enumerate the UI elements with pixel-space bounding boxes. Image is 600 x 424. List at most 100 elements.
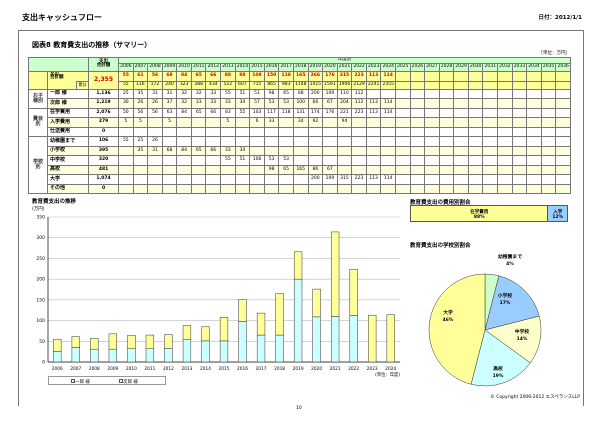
row-value: [234, 136, 251, 147]
row-value: 174: [307, 107, 324, 118]
bar-ichiro: [164, 348, 173, 363]
row-value: [365, 126, 382, 137]
row-value: 50: [118, 107, 134, 118]
row-total: 2,076: [88, 107, 120, 118]
row-value: [497, 183, 513, 194]
row-value: 109: [322, 88, 338, 99]
cumulative-value: [467, 80, 484, 90]
row-value: 35: [132, 88, 149, 99]
row-total: 1,074: [88, 174, 120, 185]
row-value: [365, 88, 382, 99]
row-value: [424, 155, 440, 166]
row-value: [467, 174, 484, 185]
row-value: [555, 107, 571, 118]
row-value: 100: [292, 98, 309, 109]
row-value: [409, 174, 426, 185]
x-tick-label: 2009: [107, 366, 118, 372]
row-value: [555, 88, 571, 99]
bar-jiro: [90, 338, 99, 350]
yearly-total: 55: [118, 70, 134, 82]
row-value: 5: [161, 117, 178, 128]
row-value: 5: [132, 117, 149, 128]
x-tick-label: 2015: [219, 366, 230, 372]
cumulative-value: 522: [220, 80, 236, 90]
yearly-total: 84: [176, 70, 192, 82]
row-value: [526, 88, 542, 99]
row-value: [526, 145, 542, 156]
row-value: [526, 117, 542, 128]
pie-label: 小学校: [497, 292, 513, 299]
yearly-total: 66: [205, 70, 222, 82]
year-header: 2009: [161, 62, 178, 72]
year-header: 2027: [424, 62, 440, 72]
pie-label: 高校: [493, 365, 503, 372]
row-value: [555, 126, 571, 137]
row-value: [190, 117, 207, 128]
row-value: 33: [220, 98, 236, 109]
row-value: [380, 183, 396, 194]
x-tick-label: 2008: [89, 366, 100, 372]
bar-jiro: [349, 268, 358, 316]
row-value: 94: [336, 117, 353, 128]
row-value: [409, 126, 426, 137]
legend-ichiro-label: 一郎 様: [75, 379, 90, 385]
row-value: [249, 174, 265, 185]
row-total: 481: [88, 164, 120, 175]
yearly-total: [482, 70, 499, 82]
cumulative-value: [453, 80, 469, 90]
pie-value: 19%: [493, 373, 504, 379]
row-value: [365, 155, 382, 166]
row-value: [147, 126, 163, 137]
year-header: 2023: [365, 62, 382, 72]
cumulative-value: 983: [278, 80, 294, 90]
row-value: [424, 174, 440, 185]
bar-jiro: [201, 326, 210, 342]
row-value: [497, 88, 513, 99]
row-value: 5: [220, 117, 236, 128]
yearly-total: 266: [307, 70, 324, 82]
bar-jiro: [275, 293, 284, 336]
row-value: [409, 183, 426, 194]
row-value: 68: [292, 88, 309, 99]
row-value: [220, 136, 236, 147]
yearly-total: 88: [220, 70, 236, 82]
row-value: 65: [278, 88, 294, 99]
bar-chart-trend: 教育費支出の推移(万円) 0 50 100 150 200 250 300 350 2006 200…: [31, 197, 400, 378]
row-value: [540, 145, 557, 156]
row-label: 小学校: [46, 145, 90, 156]
yearly-total: [511, 70, 528, 82]
row-value: [249, 126, 265, 137]
row-value: [336, 155, 353, 166]
row-value: [292, 126, 309, 137]
row-value: [540, 183, 557, 194]
row-value: 315: [336, 174, 353, 185]
row-value: [453, 126, 469, 137]
row-value: [190, 155, 207, 166]
row-value: [278, 174, 294, 185]
row-value: [118, 183, 134, 194]
row-value: [132, 164, 149, 175]
x-tick-label: 2012: [163, 366, 174, 372]
row-value: [453, 155, 469, 166]
row-value: [409, 88, 426, 99]
row-value: [438, 155, 455, 166]
row-value: 66: [307, 98, 324, 109]
y-tick-label: 250: [36, 256, 45, 262]
row-value: [161, 183, 178, 194]
row-value: [482, 183, 499, 194]
row-value: [147, 155, 163, 166]
bar-ichiro: [331, 316, 340, 363]
row-value: [307, 126, 324, 137]
row-value: [540, 107, 557, 118]
yearly-total: [395, 70, 411, 82]
seg-value: 12%: [552, 215, 564, 220]
row-value: [467, 107, 484, 118]
row-value: [497, 164, 513, 175]
row-value: [497, 107, 513, 118]
row-value: [147, 174, 163, 185]
yearly-total: 56: [147, 70, 163, 82]
row-value: [118, 126, 134, 137]
row-value: 31: [161, 88, 178, 99]
year-header: 2012: [205, 62, 222, 72]
row-value: [482, 107, 499, 118]
